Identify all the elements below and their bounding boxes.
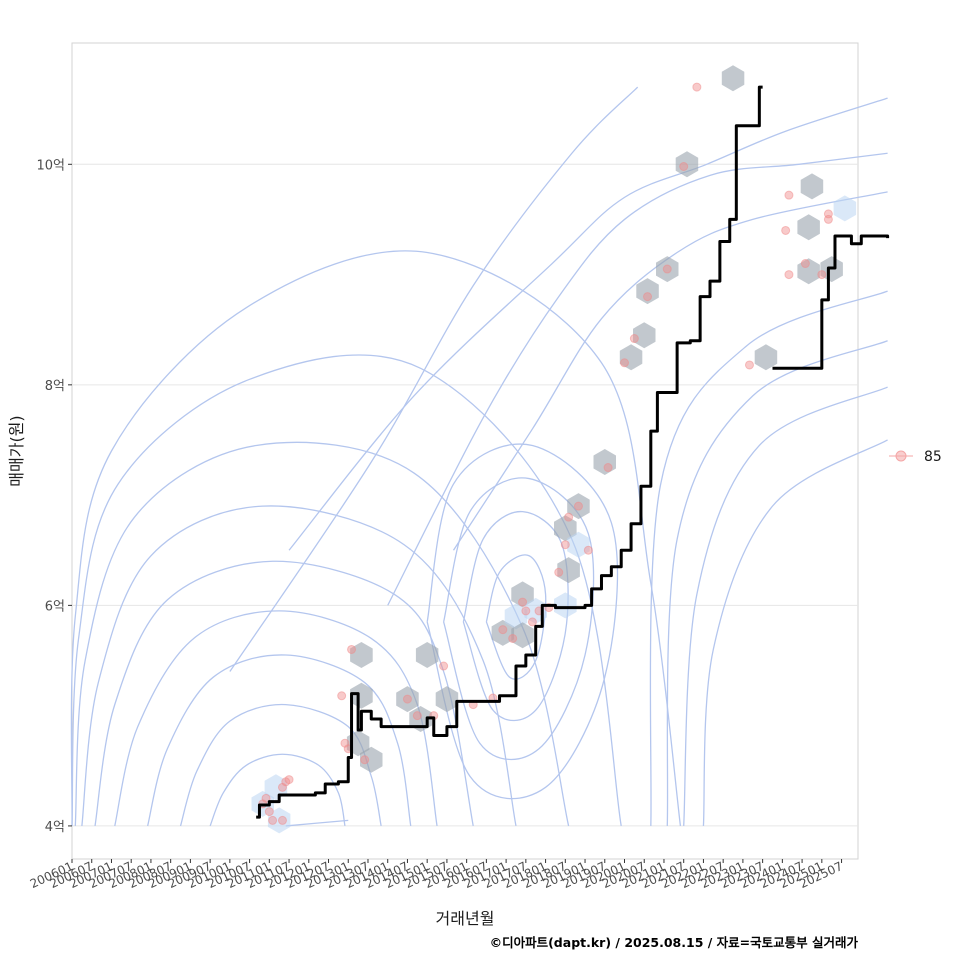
density-contour — [649, 290, 888, 826]
data-point — [662, 264, 672, 274]
hex-bin — [511, 581, 534, 608]
data-point — [620, 358, 630, 368]
hex-bin — [593, 449, 616, 475]
data-point — [643, 292, 653, 302]
caption: ©디아파트(dapt.kr) / 2025.08.15 / 자료=국토교통부 실… — [490, 935, 859, 950]
data-point — [564, 512, 574, 522]
data-point — [518, 597, 528, 607]
data-point — [560, 540, 570, 550]
data-point — [573, 501, 583, 511]
data-point — [744, 360, 754, 370]
data-point — [823, 209, 833, 219]
density-contour — [288, 97, 888, 551]
x-axis-title: 거래년월 — [436, 909, 495, 928]
data-point — [554, 567, 564, 577]
hex-bin — [360, 746, 383, 773]
hex-bin — [554, 592, 577, 619]
hex-bin — [350, 682, 373, 709]
data-point — [261, 793, 271, 803]
density-contour — [387, 152, 888, 606]
data-point — [268, 815, 278, 825]
y-axis: 4억 6억 8억 10억 — [36, 158, 72, 835]
hex-bin — [567, 493, 590, 520]
hex-bin — [267, 807, 291, 834]
hex-bin — [636, 278, 659, 305]
legend-label: 85 — [924, 449, 942, 465]
hex-bin — [797, 258, 820, 285]
data-point — [281, 777, 291, 787]
y-tick-label: 4억 — [45, 820, 65, 835]
data-point — [679, 162, 689, 172]
data-point — [337, 691, 347, 701]
data-point — [264, 807, 274, 817]
legend: 85 — [889, 449, 942, 465]
density-contour — [71, 354, 622, 827]
density-contour — [452, 191, 888, 551]
density-contour — [147, 654, 412, 827]
hex-bin — [619, 344, 643, 371]
data-point — [521, 606, 531, 616]
y-tick-label: 8억 — [45, 379, 65, 394]
hex-bin — [511, 622, 534, 649]
price-line — [256, 85, 763, 819]
density-contour — [209, 753, 346, 827]
hex-bin — [396, 686, 419, 713]
density-contour — [94, 560, 474, 827]
density-contour — [702, 439, 888, 826]
data-point — [817, 270, 827, 280]
data-point — [277, 815, 287, 825]
hex-bin — [557, 557, 580, 584]
data-point — [781, 225, 791, 235]
hex-bin — [656, 256, 679, 283]
hex-bin — [435, 686, 459, 713]
hex-bin — [633, 322, 656, 349]
density-contour — [229, 86, 639, 672]
hex-bin — [721, 65, 745, 92]
y-tick-label: 6억 — [45, 599, 65, 614]
density-contour — [70, 250, 682, 826]
hex-bin — [554, 515, 577, 542]
hex-bin — [754, 344, 778, 371]
density-contour — [683, 386, 888, 826]
price-line — [772, 234, 890, 370]
data-point — [784, 190, 794, 200]
data-point — [784, 270, 794, 280]
data-point — [692, 82, 702, 92]
data-point — [508, 633, 518, 643]
data-point — [527, 617, 537, 627]
hex-bin — [797, 214, 820, 241]
y-tick-label: 10억 — [36, 158, 65, 173]
density-contour — [179, 703, 382, 827]
density-contour — [485, 554, 547, 680]
density-contour — [666, 340, 888, 826]
data-point — [498, 625, 508, 635]
y-axis-title: 매매가(원) — [7, 415, 26, 486]
density-contour — [426, 443, 619, 800]
data-point — [800, 259, 810, 269]
gridlines — [72, 163, 858, 827]
data-point — [583, 545, 593, 555]
data-point — [402, 694, 412, 704]
data-point — [629, 334, 639, 344]
data-point — [347, 644, 357, 654]
price-lines — [256, 85, 890, 819]
density-contour — [81, 505, 517, 827]
hex-bin — [833, 195, 857, 222]
hex-bin — [800, 173, 824, 200]
data-point — [603, 463, 613, 473]
legend-key-point — [895, 450, 907, 462]
data-point — [412, 711, 422, 721]
data-point — [360, 755, 370, 765]
x-axis: 2006012006072007012007072008012008072009… — [28, 859, 845, 891]
hex-bin — [415, 642, 439, 668]
data-point — [439, 661, 449, 671]
